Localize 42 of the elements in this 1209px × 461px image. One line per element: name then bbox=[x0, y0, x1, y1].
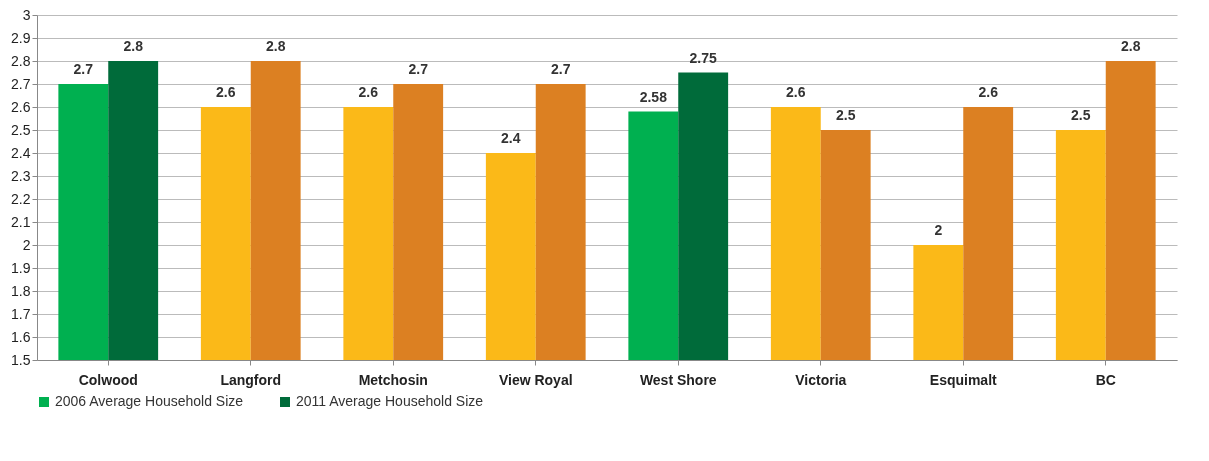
x-tick-label: West Shore bbox=[639, 371, 717, 388]
x-tick-label: Esquimalt bbox=[929, 371, 998, 388]
x-tick-label: View Royal bbox=[498, 371, 573, 388]
y-tick-label: 1.7 bbox=[11, 305, 31, 322]
y-tick-label: 2.9 bbox=[11, 29, 31, 46]
y-tick-label: 2.7 bbox=[11, 75, 31, 92]
x-tick-label: BC bbox=[1095, 371, 1116, 388]
y-tick-label: 1.5 bbox=[11, 351, 31, 368]
y-tick-label: 1.8 bbox=[11, 282, 31, 299]
data-label: 2.8 bbox=[123, 38, 144, 54]
y-tick-label: 2.6 bbox=[11, 98, 31, 115]
x-tick-label: Metchosin bbox=[358, 371, 428, 388]
y-tick-label: 1.6 bbox=[11, 328, 31, 345]
x-tick-label: Langford bbox=[220, 371, 282, 388]
data-label: 2.6 bbox=[216, 84, 236, 100]
data-label: 2 bbox=[934, 222, 943, 238]
y-tick-label: 2 bbox=[22, 236, 31, 253]
x-tick-label: Colwood bbox=[78, 371, 138, 388]
y-tick-label: 2.8 bbox=[11, 52, 31, 69]
x-tick-label: Victoria bbox=[795, 371, 847, 388]
y-tick-label: 3 bbox=[22, 6, 31, 23]
data-label: 2.7 bbox=[550, 61, 571, 77]
data-label: 2.6 bbox=[358, 84, 379, 100]
data-label: 2.7 bbox=[73, 61, 94, 77]
data-label: 2.8 bbox=[265, 38, 286, 54]
data-label: 2.6 bbox=[978, 84, 999, 100]
legend-label: 2011 Average Household Size bbox=[296, 393, 484, 409]
y-tick-label: 2.2 bbox=[11, 190, 31, 207]
legend-label: 2006 Average Household Size bbox=[55, 393, 244, 409]
data-label: 2.7 bbox=[408, 61, 429, 77]
y-tick-label: 2.3 bbox=[11, 167, 31, 184]
data-label: 2.58 bbox=[639, 88, 668, 105]
data-label: 2.5 bbox=[835, 107, 856, 123]
data-label: 2.5 bbox=[1071, 107, 1091, 123]
y-tick-label: 2.5 bbox=[11, 121, 31, 138]
y-tick-label: 2.1 bbox=[11, 213, 31, 230]
y-tick-label: 2.4 bbox=[11, 144, 31, 161]
data-label: 2.8 bbox=[1120, 38, 1141, 54]
y-tick-label: 1.9 bbox=[11, 259, 31, 276]
data-label: 2.75 bbox=[689, 49, 718, 66]
data-label: 2.4 bbox=[501, 130, 521, 146]
data-label: 2.6 bbox=[786, 84, 806, 100]
